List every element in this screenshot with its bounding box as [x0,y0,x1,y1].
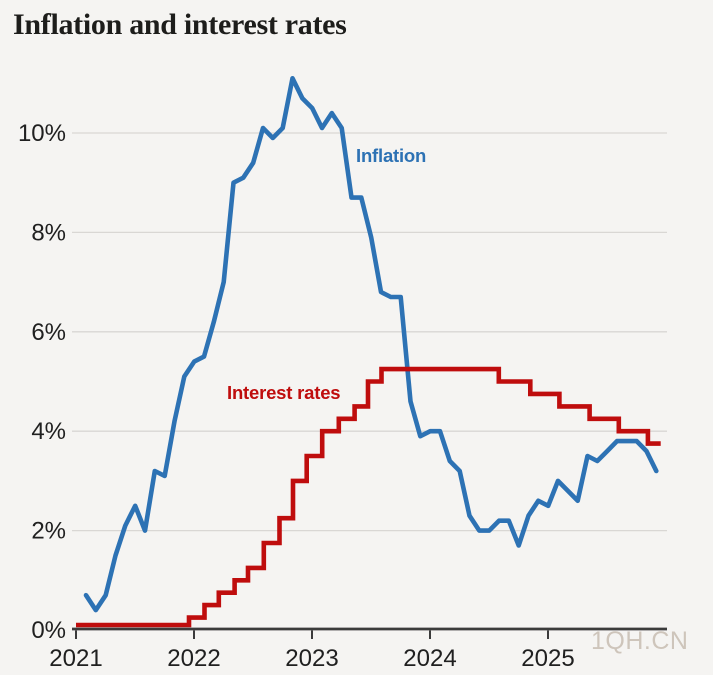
y-tick-label-0%: 0% [31,617,66,644]
series-lines-group [76,76,661,628]
x-axis-labels-group: 2021 2022 2023 2024 2025 [49,645,574,672]
interest-rates-series-label: Interest rates [227,382,340,403]
y-axis-labels-group: 0% 2% 4% 6% 8% 10% [18,120,66,644]
x-tick-label-2023: 2023 [285,645,338,672]
y-tick-label-6%: 6% [31,319,66,346]
inflation-series-label: Inflation [356,145,426,166]
x-tick-label-2025: 2025 [521,645,574,672]
x-axis-group [72,627,667,639]
y-tick-label-10%: 10% [18,120,66,147]
x-tick-label-2021: 2021 [49,645,102,672]
y-tick-label-4%: 4% [31,418,66,445]
x-tick-label-2022: 2022 [167,645,220,672]
y-tick-label-8%: 8% [31,219,66,246]
chart-title: Inflation and interest rates [13,8,347,41]
x-tick-label-2024: 2024 [403,645,456,672]
y-tick-label-2%: 2% [31,518,66,545]
watermark-text: 1QH.CN [591,627,688,655]
inflation-line [83,76,659,613]
interest-rates-line [76,366,661,628]
